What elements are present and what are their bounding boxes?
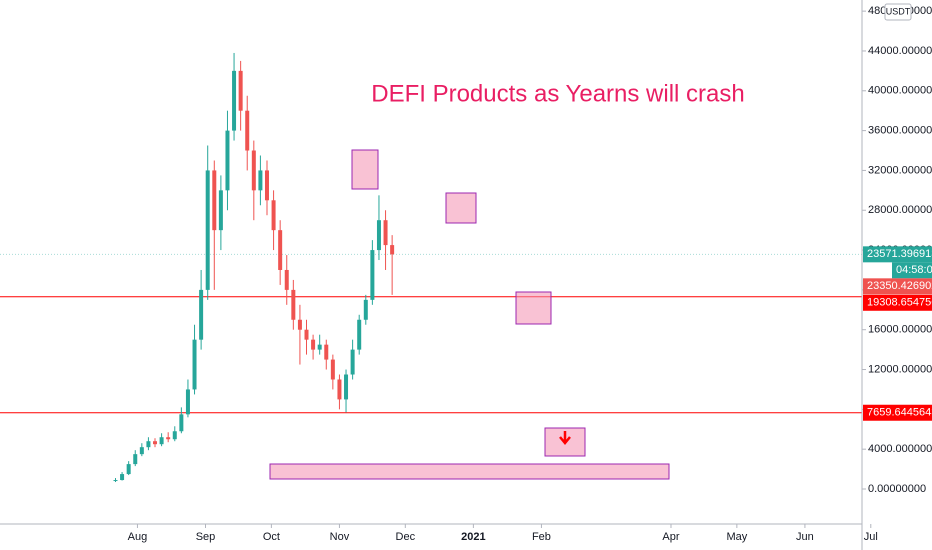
candle-body	[357, 319, 362, 350]
candle-body	[146, 441, 151, 448]
currency-badge-bg	[884, 3, 912, 21]
candle-body	[185, 389, 190, 415]
x-tick-label: 2021	[461, 531, 485, 543]
price-line-label: 19308.65475646	[867, 297, 932, 309]
price-line-label: 7659.64456431	[867, 407, 932, 419]
candle-body	[192, 339, 197, 390]
prev-close-label: 23350.42690218	[867, 280, 932, 292]
x-tick-label: May	[726, 531, 747, 543]
zones	[269, 149, 670, 480]
candle-body	[166, 437, 171, 440]
plot: 0.000000004000.000000008000.000000001200…	[0, 3, 932, 543]
down-arrow	[559, 431, 571, 445]
x-tick-label: Dec	[396, 531, 416, 543]
candle-body	[153, 441, 158, 445]
candle-body	[264, 170, 269, 201]
y-tick-label: 32000.00000000	[868, 164, 932, 176]
candle-body	[317, 344, 322, 350]
x-tick-label: Apr	[662, 531, 679, 543]
candle-body	[133, 454, 138, 465]
candle-body	[370, 250, 375, 300]
last-price-label: 23571.39691319	[867, 248, 932, 260]
x-tick-label: Aug	[128, 531, 148, 543]
x-tick-label: Oct	[263, 531, 280, 543]
candle-body	[251, 150, 256, 191]
x-tick-label: Jul	[864, 531, 878, 543]
chart-title: DEFI Products as Yearns will crash	[371, 80, 745, 107]
y-tick-label: 12000.00000000	[868, 363, 932, 375]
candle-body	[337, 379, 342, 400]
candle-body	[258, 170, 263, 191]
candle-body	[179, 414, 184, 432]
zone-box	[351, 149, 379, 190]
y-tick-label: 36000.00000000	[868, 125, 932, 137]
zone-box	[445, 192, 477, 224]
x-tick-label: Nov	[330, 531, 350, 543]
x-tick-label: Sep	[196, 531, 216, 543]
y-tick-label: 0.00000000	[868, 483, 926, 495]
y-tick-label: 4000.00000000	[868, 443, 932, 455]
candle-body	[218, 190, 223, 231]
y-tick-label: 40000.00000000	[868, 85, 932, 97]
candle-body	[324, 344, 329, 360]
candle-body	[271, 200, 276, 231]
y-tick-label: 44000.00000000	[868, 45, 932, 57]
candle-body	[297, 319, 302, 330]
y-tick-label: 16000.00000000	[868, 324, 932, 336]
candle-body	[139, 447, 144, 455]
candle-body	[205, 170, 210, 290]
candle-body	[390, 245, 395, 255]
candle-body	[232, 70, 237, 131]
candle-body	[278, 230, 283, 270]
candle-body	[225, 130, 230, 191]
candle-body	[311, 339, 316, 350]
currency-badge: USDT	[886, 6, 911, 16]
price-line-label-bg	[863, 404, 932, 421]
candle-body	[199, 289, 204, 340]
candle-body	[304, 329, 309, 340]
candle-body	[159, 437, 164, 445]
candle-body	[172, 431, 177, 440]
x-tick-label: Jun	[796, 531, 814, 543]
candle-body	[350, 349, 355, 375]
candle-body	[212, 170, 217, 231]
prev-close-label-bg	[863, 278, 932, 295]
candle-body	[363, 299, 368, 320]
candle-body	[113, 480, 118, 482]
candle-body	[376, 220, 381, 251]
countdown-bg	[892, 262, 932, 279]
candle-body	[284, 269, 289, 290]
price-line-label-bg	[863, 294, 932, 311]
candle-body	[245, 110, 250, 151]
candle-body	[120, 474, 125, 481]
countdown: 04:58:09	[896, 264, 932, 276]
y-tick-label: 28000.00000000	[868, 204, 932, 216]
zone-box	[515, 291, 552, 325]
last-price-label-bg	[863, 246, 932, 263]
candle-body	[126, 464, 131, 475]
candle-body	[344, 374, 349, 400]
x-tick-label: Feb	[532, 531, 551, 543]
candle-body	[330, 359, 335, 380]
candle-body	[291, 289, 296, 320]
candle-body	[238, 70, 243, 111]
zone-box	[269, 463, 670, 480]
candle-body	[383, 220, 388, 246]
